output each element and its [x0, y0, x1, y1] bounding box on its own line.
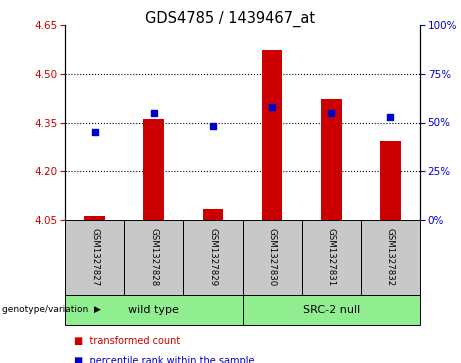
- Bar: [380, 141, 401, 220]
- Bar: [202, 209, 223, 220]
- Bar: [143, 119, 164, 220]
- Text: genotype/variation  ▶: genotype/variation ▶: [2, 306, 101, 314]
- Text: ■  transformed count: ■ transformed count: [74, 336, 180, 346]
- Bar: [262, 50, 283, 220]
- Text: GSM1327832: GSM1327832: [386, 228, 395, 287]
- Bar: [321, 99, 342, 220]
- Text: SRC-2 null: SRC-2 null: [302, 305, 360, 315]
- Point: [328, 110, 335, 116]
- Text: ■  percentile rank within the sample: ■ percentile rank within the sample: [74, 356, 255, 363]
- Text: GSM1327830: GSM1327830: [267, 228, 277, 287]
- Text: GSM1327827: GSM1327827: [90, 228, 99, 287]
- Text: GSM1327831: GSM1327831: [327, 228, 336, 287]
- Text: GSM1327828: GSM1327828: [149, 228, 158, 287]
- Text: GSM1327829: GSM1327829: [208, 228, 218, 286]
- Text: GDS4785 / 1439467_at: GDS4785 / 1439467_at: [145, 11, 316, 27]
- Bar: [84, 216, 105, 220]
- Point: [150, 110, 158, 116]
- Point: [91, 129, 98, 135]
- Point: [387, 114, 394, 119]
- Point: [268, 104, 276, 110]
- Text: wild type: wild type: [128, 305, 179, 315]
- Point: [209, 123, 217, 129]
